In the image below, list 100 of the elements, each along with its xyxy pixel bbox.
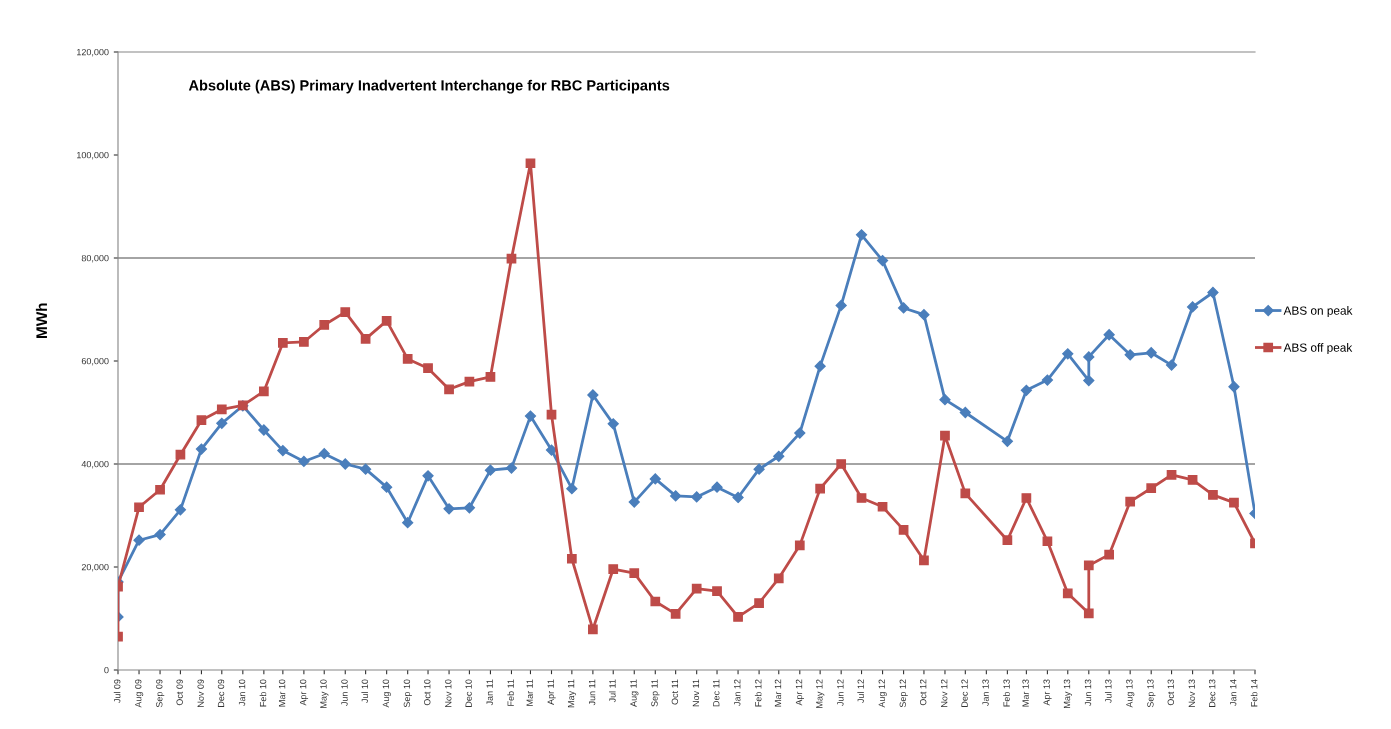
x-tick-label: Sep 12 [899, 679, 908, 708]
point [691, 583, 702, 594]
point [1021, 493, 1032, 503]
x-tick-label: Mar 10 [278, 679, 286, 707]
point [1042, 536, 1053, 547]
point [402, 517, 414, 529]
x-tick-label: Feb 11 [507, 679, 514, 706]
x-tick-label: Nov 12 [941, 679, 948, 707]
point [1124, 349, 1136, 361]
point [939, 394, 951, 406]
point [1165, 359, 1178, 371]
x-tick-label: Jun 10 [341, 679, 348, 706]
point [1104, 549, 1115, 560]
point [608, 564, 619, 574]
point [566, 553, 577, 564]
point [898, 525, 909, 535]
point [897, 302, 910, 314]
point [277, 338, 288, 348]
point [1002, 535, 1013, 546]
x-tick-label: Aug 10 [382, 679, 391, 708]
text: Absolute (ABS) Primary Inadvertent Interchange for RBC Participants [188, 79, 670, 94]
point [960, 488, 971, 499]
point [1187, 475, 1198, 485]
point [134, 502, 144, 513]
point [794, 427, 806, 439]
point [1083, 351, 1095, 363]
y-tick-label: 20,000 [81, 563, 109, 572]
x-tick-label: Oct 10 [424, 679, 431, 706]
point [919, 555, 929, 566]
point [733, 612, 743, 622]
point [196, 415, 207, 426]
point [1229, 497, 1239, 508]
point [1083, 374, 1095, 387]
x-tick-label: Feb 10 [259, 679, 267, 707]
point [258, 424, 270, 436]
x-tick-label: Jul 09 [113, 679, 121, 703]
x-tick-label: Dec 11 [713, 679, 720, 707]
point [649, 473, 661, 485]
point [773, 573, 784, 584]
point [650, 596, 661, 607]
point [319, 320, 330, 330]
point [484, 464, 497, 476]
point [485, 372, 496, 382]
point [588, 624, 598, 635]
point [691, 491, 703, 503]
x-tick-label: Oct 11 [671, 679, 679, 705]
point [1208, 490, 1218, 500]
x-tick-label: Feb 13 [1003, 679, 1010, 707]
y-axis-title: MWh [35, 303, 47, 338]
x-tick-label: Mar 11 [526, 679, 533, 706]
point [1103, 329, 1115, 341]
point [133, 534, 145, 546]
x-tick-label: Sep 09 [156, 679, 165, 708]
point [754, 598, 764, 608]
x-tick-label: Jan 12 [734, 679, 741, 706]
point [360, 333, 371, 344]
x-tick-label: Dec 10 [465, 679, 472, 707]
x-tick-label: Aug 12 [878, 679, 887, 708]
x-tick-label: Nov 13 [1188, 679, 1196, 707]
point [1228, 381, 1240, 393]
point [195, 443, 208, 455]
point [444, 384, 454, 395]
point [1041, 374, 1054, 386]
x-tick-label: Nov 10 [445, 679, 452, 707]
point [175, 449, 186, 460]
point [856, 493, 867, 503]
x-tick-label: Apr 10 [299, 679, 309, 706]
y-tick-label: 120,000 [77, 48, 109, 57]
x-tick-label: Aug 13 [1126, 679, 1135, 708]
point [216, 404, 227, 415]
x-tick-label: May 11 [567, 679, 577, 708]
point [299, 337, 309, 347]
point [154, 528, 166, 541]
point [628, 496, 640, 508]
point [505, 462, 518, 474]
point [835, 299, 847, 311]
point [1207, 286, 1219, 299]
x-tick-label: Jan 11 [486, 679, 493, 706]
point [814, 360, 826, 372]
x-tick-label: Jun 11 [589, 679, 596, 706]
x-tick-label: Aug 11 [630, 679, 639, 707]
point [629, 568, 640, 579]
x-tick-label: Jun 12 [837, 679, 844, 706]
x-tick-label: Feb 12 [754, 679, 762, 707]
point [298, 455, 310, 468]
point [836, 459, 847, 469]
point [566, 483, 578, 495]
point [258, 386, 269, 397]
point [423, 363, 433, 374]
y-tick-label: 40,000 [81, 460, 109, 469]
y-tick-label: 60,000 [81, 357, 109, 366]
point [422, 470, 434, 482]
point [340, 307, 351, 317]
x-tick-label: Feb 14 [1250, 679, 1258, 707]
point [1020, 384, 1032, 396]
x-tick-label: Sep 13 [1147, 679, 1156, 708]
point [670, 490, 682, 502]
point [402, 354, 413, 364]
x-tick-label: Sep 11 [651, 679, 660, 707]
point [918, 309, 930, 321]
